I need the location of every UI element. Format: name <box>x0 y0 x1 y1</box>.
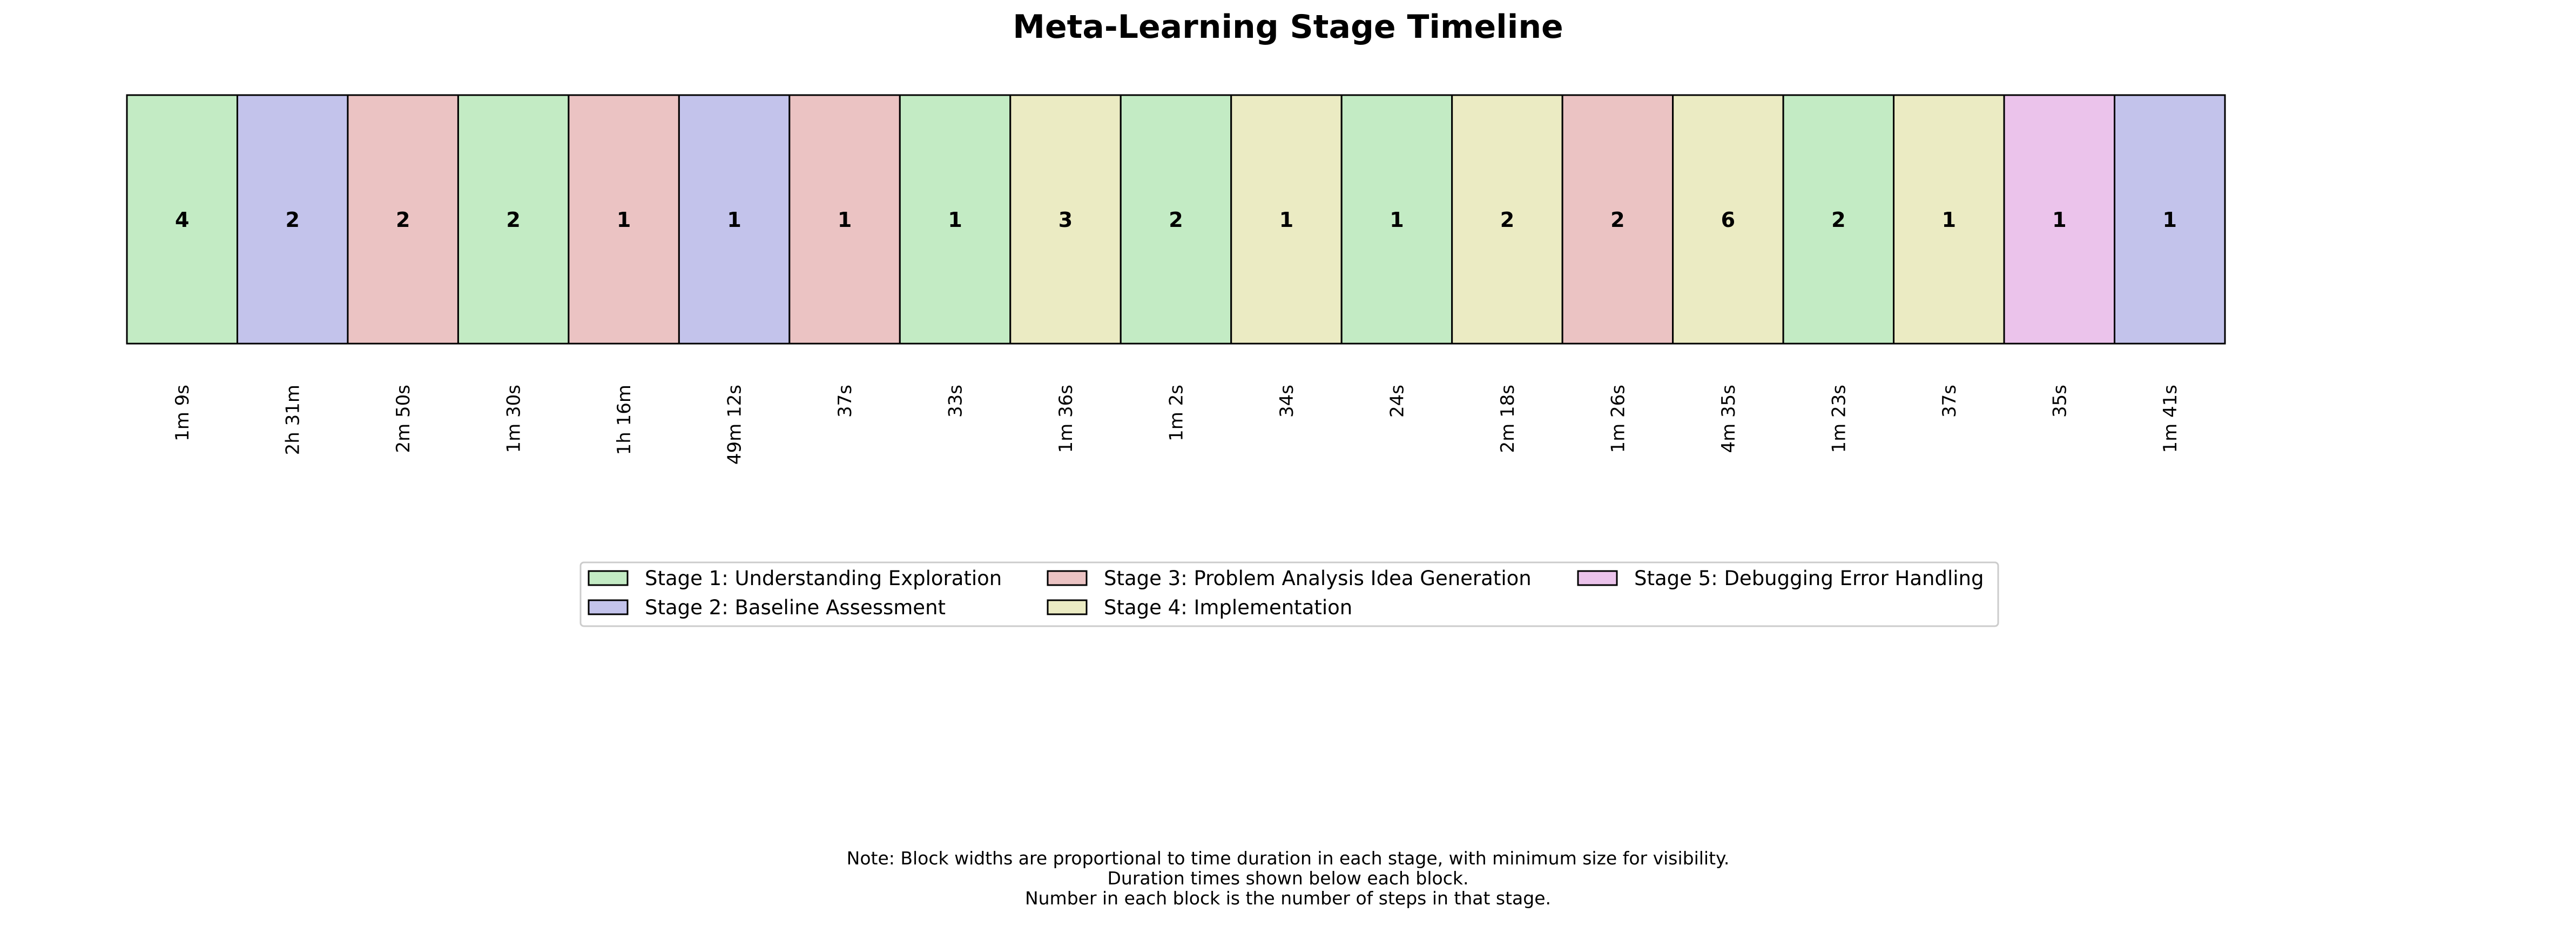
block-step-count: 1 <box>1390 208 1404 232</box>
block-step-count: 1 <box>727 208 741 232</box>
legend-label: Stage 4: Implementation <box>1104 596 1352 619</box>
block-step-count: 2 <box>285 208 299 232</box>
footnote: Note: Block widths are proportional to t… <box>847 848 1730 909</box>
timeline-block <box>1340 94 1453 345</box>
block-duration-label: 1m 30s <box>503 385 525 453</box>
legend-swatch <box>588 599 629 615</box>
block-duration-label: 1m 26s <box>1607 385 1629 453</box>
legend-label: Stage 3: Problem Analysis Idea Generatio… <box>1104 567 1532 590</box>
block-step-count: 1 <box>2052 208 2066 232</box>
legend-swatch <box>1047 570 1088 586</box>
legend-label: Stage 5: Debugging Error Handling <box>1634 567 1984 590</box>
block-step-count: 1 <box>838 208 852 232</box>
block-step-count: 2 <box>396 208 410 232</box>
timeline-block <box>1120 94 1232 345</box>
block-step-count: 1 <box>948 208 962 232</box>
timeline-block <box>568 94 680 345</box>
timeline-block <box>899 94 1011 345</box>
block-duration-label: 35s <box>2049 385 2071 418</box>
block-duration-label: 1m 23s <box>1828 385 1850 453</box>
block-duration-label: 2h 31m <box>282 385 304 455</box>
timeline-block <box>1782 94 1895 345</box>
legend-swatch <box>1577 570 1618 586</box>
block-step-count: 1 <box>2163 208 2177 232</box>
block-duration-label: 33s <box>945 385 967 418</box>
block-step-count: 2 <box>506 208 520 232</box>
block-duration-label: 34s <box>1276 385 1298 418</box>
footnote-line: Number in each block is the number of st… <box>1025 888 1551 909</box>
block-step-count: 6 <box>1721 208 1735 232</box>
timeline-block <box>1230 94 1343 345</box>
block-duration-label: 37s <box>834 385 856 418</box>
block-step-count: 1 <box>1942 208 1956 232</box>
timeline-block <box>1451 94 1563 345</box>
timeline-block <box>1561 94 1674 345</box>
block-step-count: 2 <box>1500 208 1514 232</box>
block-duration-label: 4m 35s <box>1718 385 1739 453</box>
block-step-count: 1 <box>617 208 631 232</box>
block-step-count: 2 <box>1610 208 1624 232</box>
block-duration-label: 2m 50s <box>393 385 414 453</box>
timeline-block <box>788 94 901 345</box>
block-duration-label: 37s <box>1939 385 1960 418</box>
timeline-block <box>347 94 459 345</box>
timeline-block <box>1009 94 1122 345</box>
timeline-block <box>2003 94 2116 345</box>
block-step-count: 1 <box>1279 208 1293 232</box>
block-duration-label: 1h 16m <box>613 385 635 455</box>
footnote-line: Note: Block widths are proportional to t… <box>847 848 1730 869</box>
timeline-block <box>678 94 791 345</box>
block-duration-label: 2m 18s <box>1497 385 1519 453</box>
block-duration-label: 1m 36s <box>1055 385 1077 453</box>
timeline-block <box>126 94 238 345</box>
timeline-block <box>236 94 349 345</box>
block-step-count: 2 <box>1169 208 1183 232</box>
block-duration-label: 1m 41s <box>2160 385 2181 453</box>
footnote-line: Duration times shown below each block. <box>1108 868 1469 889</box>
block-step-count: 2 <box>1831 208 1845 232</box>
timeline-block <box>457 94 570 345</box>
timeline-block <box>2114 94 2226 345</box>
legend-frame <box>579 561 1999 627</box>
legend-swatch <box>588 570 629 586</box>
block-duration-label: 1m 9s <box>172 385 193 441</box>
block-duration-label: 1m 2s <box>1166 385 1188 441</box>
block-duration-label: 49m 12s <box>724 385 746 465</box>
legend-label: Stage 2: Baseline Assessment <box>645 596 946 619</box>
chart-title: Meta-Learning Stage Timeline <box>1013 8 1563 46</box>
timeline-block <box>1893 94 2005 345</box>
legend-swatch <box>1047 599 1088 615</box>
duration-labels: 1m 9s 2h 31m 2m 50s 1m 30s 1h 16m 49m 12s 37s 3… <box>172 385 2181 465</box>
timeline-blocks: 4 2 2 2 1 1 1 1 3 2 1 1 2 2 6 2 1 1 1 <box>126 94 2226 345</box>
block-step-count: 3 <box>1058 208 1073 232</box>
legend: Stage 1: Understanding Exploration Stage … <box>579 561 1999 627</box>
block-duration-label: 24s <box>1386 385 1408 418</box>
legend-label: Stage 1: Understanding Exploration <box>645 567 1002 590</box>
block-step-count: 4 <box>175 208 189 232</box>
timeline-block <box>1672 94 1784 345</box>
